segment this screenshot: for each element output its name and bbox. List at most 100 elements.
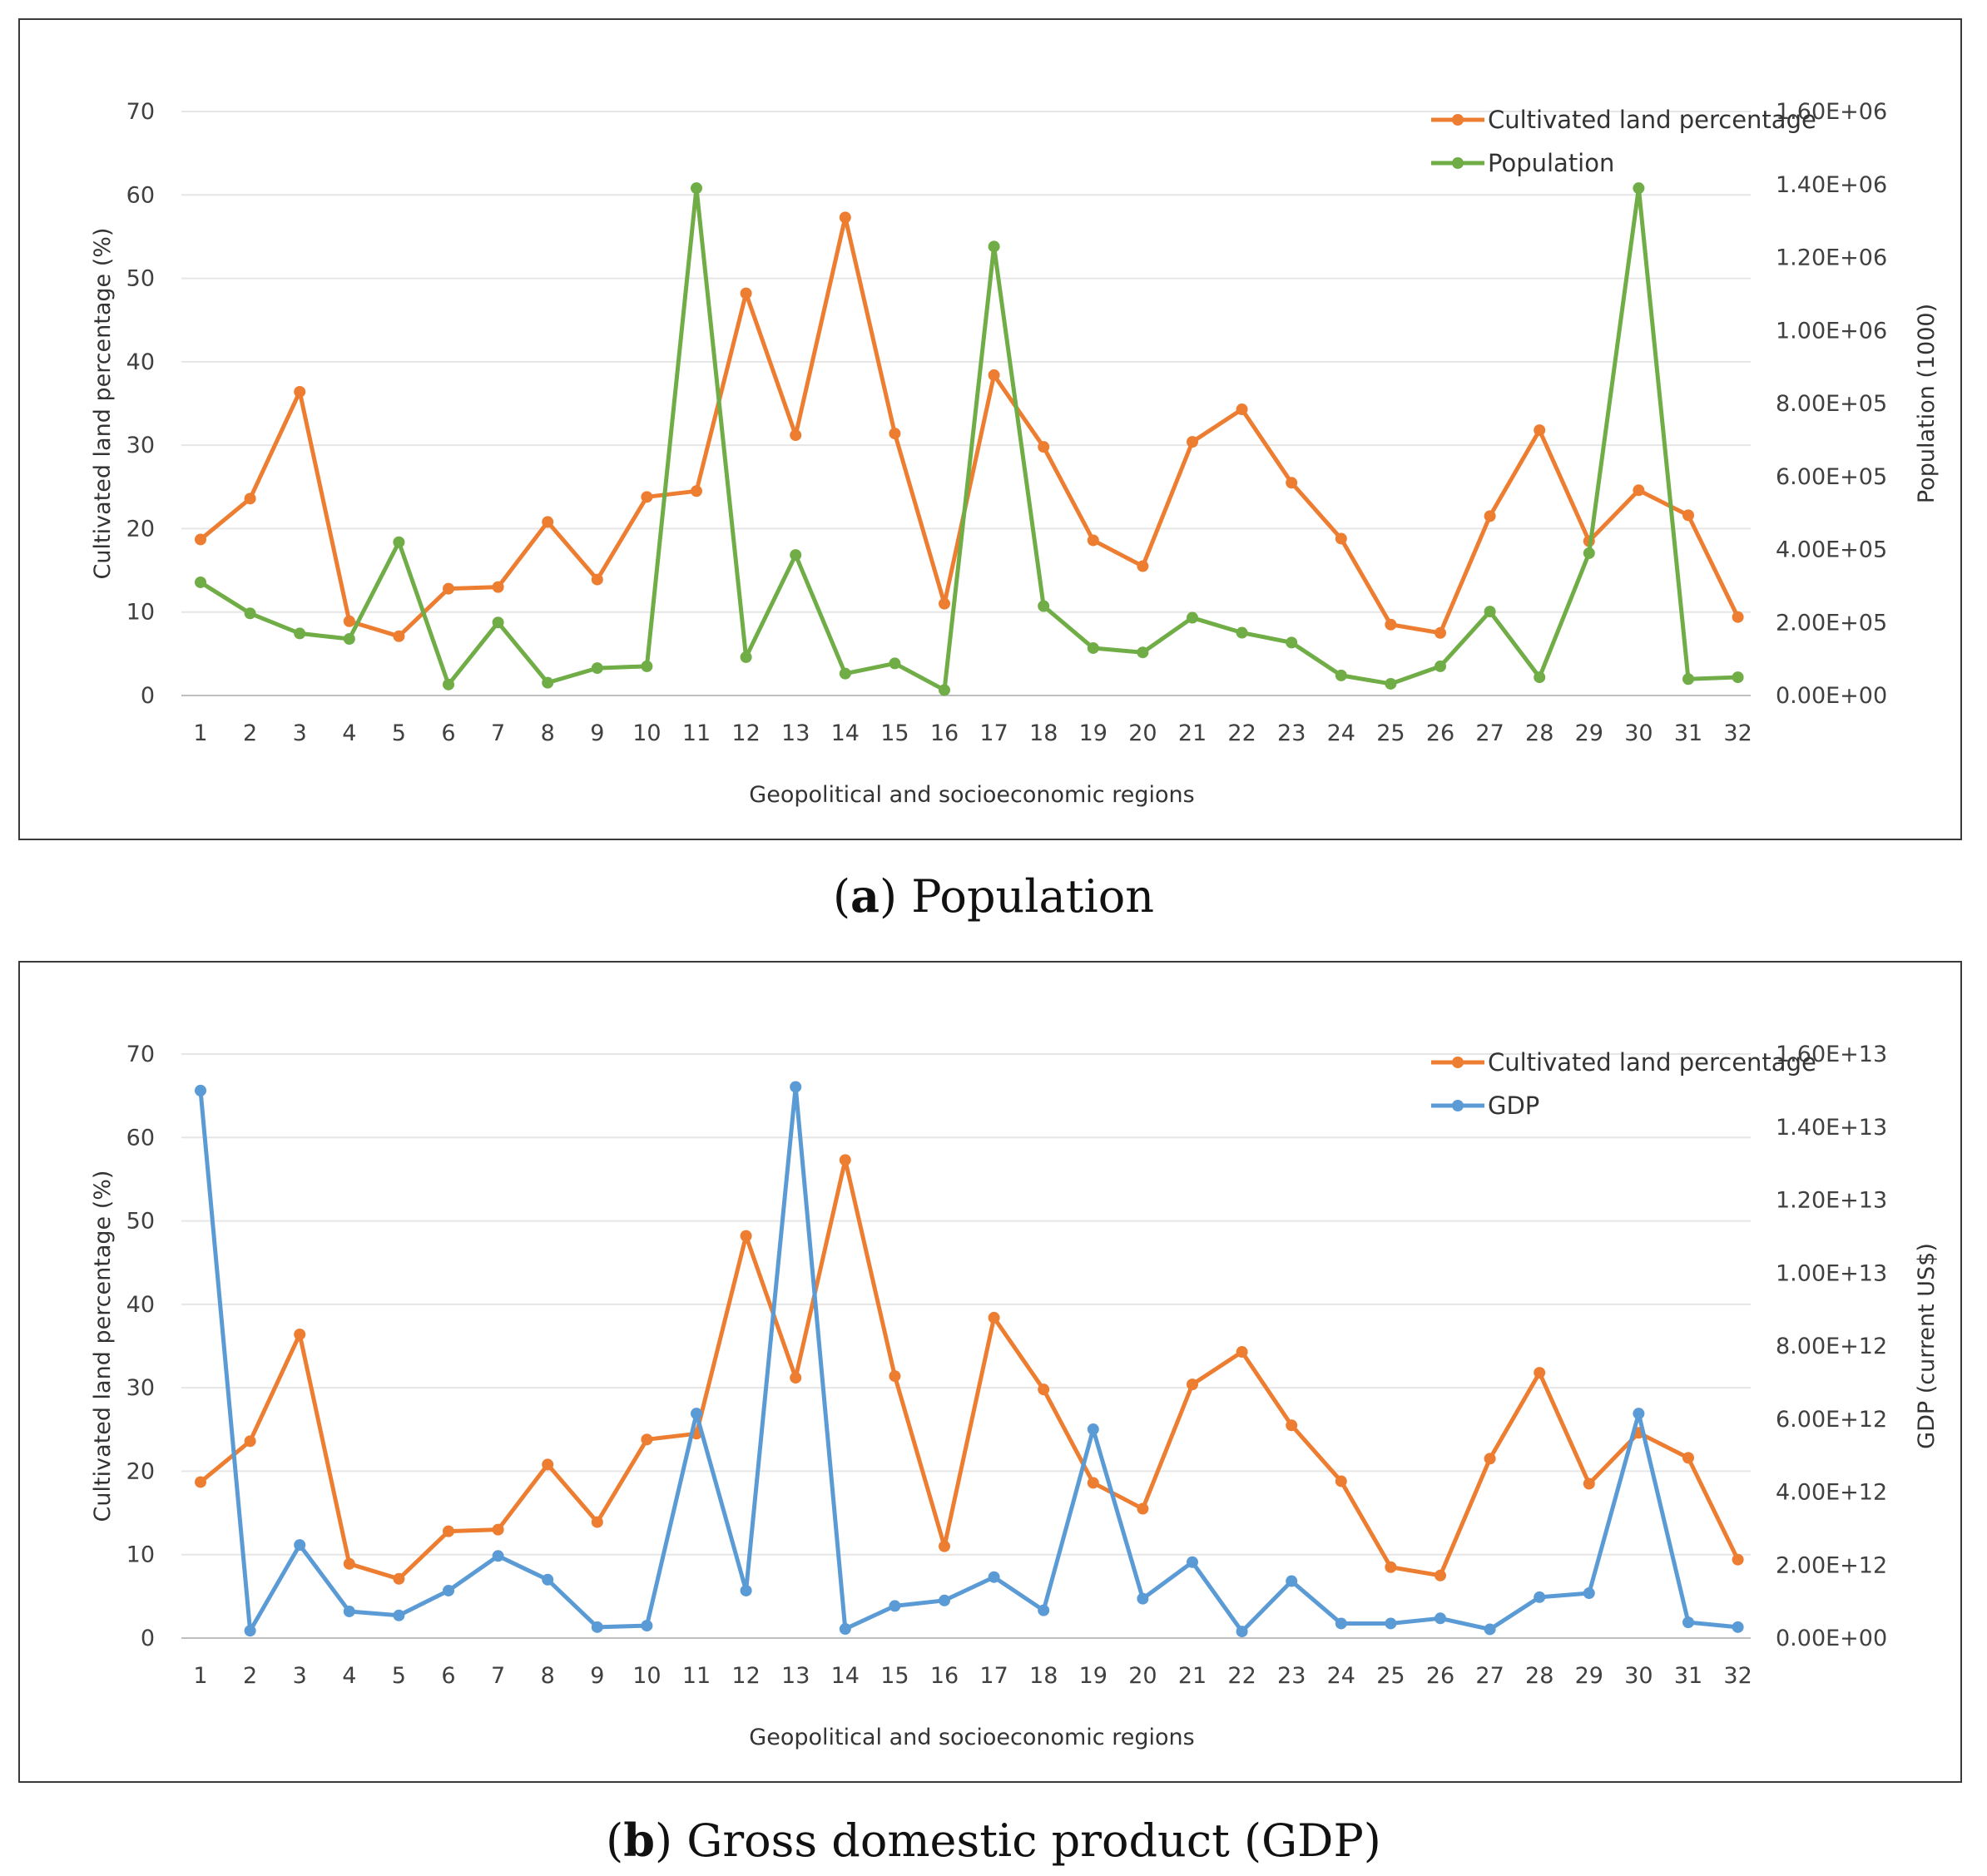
x-tick-label: 20 [1128, 1663, 1157, 1689]
x-tick-label: 13 [781, 720, 810, 746]
x-tick-label: 12 [731, 1663, 760, 1689]
x-tick-label: 1 [193, 1663, 207, 1689]
data-point-population [1385, 677, 1397, 690]
data-point-gdp [1335, 1617, 1347, 1630]
x-tick-label: 27 [1475, 1663, 1504, 1689]
data-point-cultivated-land-percentage [1534, 424, 1546, 437]
x-tick-label: 10 [632, 720, 661, 746]
data-point-gdp [790, 1081, 802, 1093]
data-point-cultivated-land-percentage [1137, 1502, 1149, 1515]
data-point-gdp [1682, 1616, 1694, 1629]
series-line-cultivated-land-percentage [199, 215, 1740, 639]
data-point-population [1236, 626, 1248, 639]
x-tick-label: 23 [1277, 1663, 1306, 1689]
data-point-population [939, 684, 950, 696]
data-point-cultivated-land-percentage [443, 1525, 454, 1537]
data-point-population [790, 549, 802, 562]
data-point-cultivated-land-percentage [1087, 1477, 1099, 1489]
data-point-gdp [1286, 1575, 1298, 1587]
data-point-cultivated-land-percentage [443, 582, 454, 595]
data-point-cultivated-land-percentage [244, 493, 256, 505]
x-tick-label: 26 [1426, 720, 1454, 746]
x-tick-label: 22 [1227, 1663, 1256, 1689]
caption-text-b: Gross domestic product (GDP) [686, 1814, 1381, 1867]
y2-tick-label: 0.00E+00 [1776, 1626, 1887, 1651]
x-tick-label: 3 [293, 1663, 307, 1689]
data-point-gdp [1038, 1604, 1050, 1616]
data-point-cultivated-land-percentage [988, 369, 1000, 381]
data-point-gdp [1583, 1587, 1595, 1600]
data-point-cultivated-land-percentage [195, 1476, 206, 1488]
x-tick-label: 16 [930, 1663, 959, 1689]
data-point-population [244, 607, 256, 620]
data-point-cultivated-land-percentage [1038, 1383, 1050, 1396]
y-tick-label: 70 [126, 99, 155, 125]
data-point-gdp [1484, 1623, 1496, 1636]
data-point-cultivated-land-percentage [195, 533, 206, 546]
y2-tick-label: 6.00E+05 [1776, 464, 1887, 490]
y2-tick-label: 1.20E+06 [1776, 245, 1887, 271]
caption-letter-b: b [623, 1814, 655, 1867]
data-point-gdp [294, 1539, 306, 1552]
x-tick-label: 7 [491, 720, 505, 746]
caption-population: (a) Population [832, 869, 1155, 923]
data-point-population [492, 616, 504, 629]
x-tick-label: 29 [1575, 1663, 1603, 1689]
data-point-cultivated-land-percentage [1236, 403, 1248, 416]
data-point-population [1534, 671, 1546, 684]
y-tick-label: 40 [126, 349, 155, 375]
x-tick-label: 8 [541, 720, 555, 746]
data-point-cultivated-land-percentage [939, 1540, 950, 1552]
data-point-cultivated-land-percentage [790, 429, 802, 442]
data-point-cultivated-land-percentage [1732, 1553, 1744, 1566]
data-point-gdp [1435, 1612, 1446, 1625]
data-point-cultivated-land-percentage [1435, 1569, 1446, 1581]
x-tick-label: 31 [1674, 720, 1702, 746]
data-point-population [1087, 641, 1099, 654]
x-tick-label: 6 [441, 1663, 455, 1689]
data-point-cultivated-land-percentage [740, 1230, 752, 1242]
data-point-gdp [1385, 1617, 1397, 1630]
data-point-gdp [1187, 1556, 1198, 1568]
x-tick-label: 30 [1624, 720, 1653, 746]
legend-marker-population [1452, 157, 1464, 169]
x-tick-label: 12 [731, 720, 760, 746]
data-point-gdp [343, 1605, 355, 1617]
data-point-population [1484, 606, 1496, 618]
data-point-cultivated-land-percentage [1187, 436, 1198, 448]
caption-gdp: (b) Gross domestic product (GDP) [606, 1814, 1381, 1867]
data-point-cultivated-land-percentage [1385, 618, 1397, 631]
data-point-population [591, 662, 603, 675]
y-tick-label: 60 [126, 1125, 155, 1151]
data-point-cultivated-land-percentage [740, 287, 752, 299]
x-tick-label: 21 [1178, 1663, 1207, 1689]
x-tick-label: 4 [342, 1663, 356, 1689]
y-tick-label: 30 [126, 433, 155, 458]
x-tick-label: 27 [1475, 720, 1504, 746]
y2-tick-label: 8.00E+05 [1776, 391, 1887, 417]
data-point-gdp [889, 1600, 901, 1612]
y2-tick-label: 4.00E+05 [1776, 537, 1887, 563]
data-point-cultivated-land-percentage [641, 1433, 653, 1446]
data-point-population [889, 657, 901, 670]
data-point-cultivated-land-percentage [1682, 1452, 1694, 1464]
data-point-population [1435, 660, 1446, 672]
data-point-cultivated-land-percentage [790, 1372, 802, 1384]
y-axis-title: Cultivated land percentage (%) [90, 228, 116, 580]
data-point-cultivated-land-percentage [393, 630, 405, 642]
data-point-population [1137, 646, 1149, 659]
legend-marker-gdp [1452, 1100, 1464, 1111]
data-point-population [195, 576, 206, 588]
x-tick-label: 20 [1128, 720, 1157, 746]
x-tick-label: 2 [243, 720, 257, 746]
data-point-cultivated-land-percentage [1038, 441, 1050, 453]
data-point-gdp [195, 1084, 206, 1096]
y-tick-label: 10 [126, 1542, 155, 1568]
x-tick-label: 14 [831, 720, 860, 746]
data-point-population [691, 182, 702, 195]
y2-tick-label: 1.20E+13 [1776, 1188, 1887, 1214]
legend-label-gdp: GDP [1488, 1091, 1539, 1120]
data-point-gdp [1236, 1626, 1248, 1638]
data-point-gdp [542, 1573, 554, 1586]
data-point-population [343, 632, 355, 645]
